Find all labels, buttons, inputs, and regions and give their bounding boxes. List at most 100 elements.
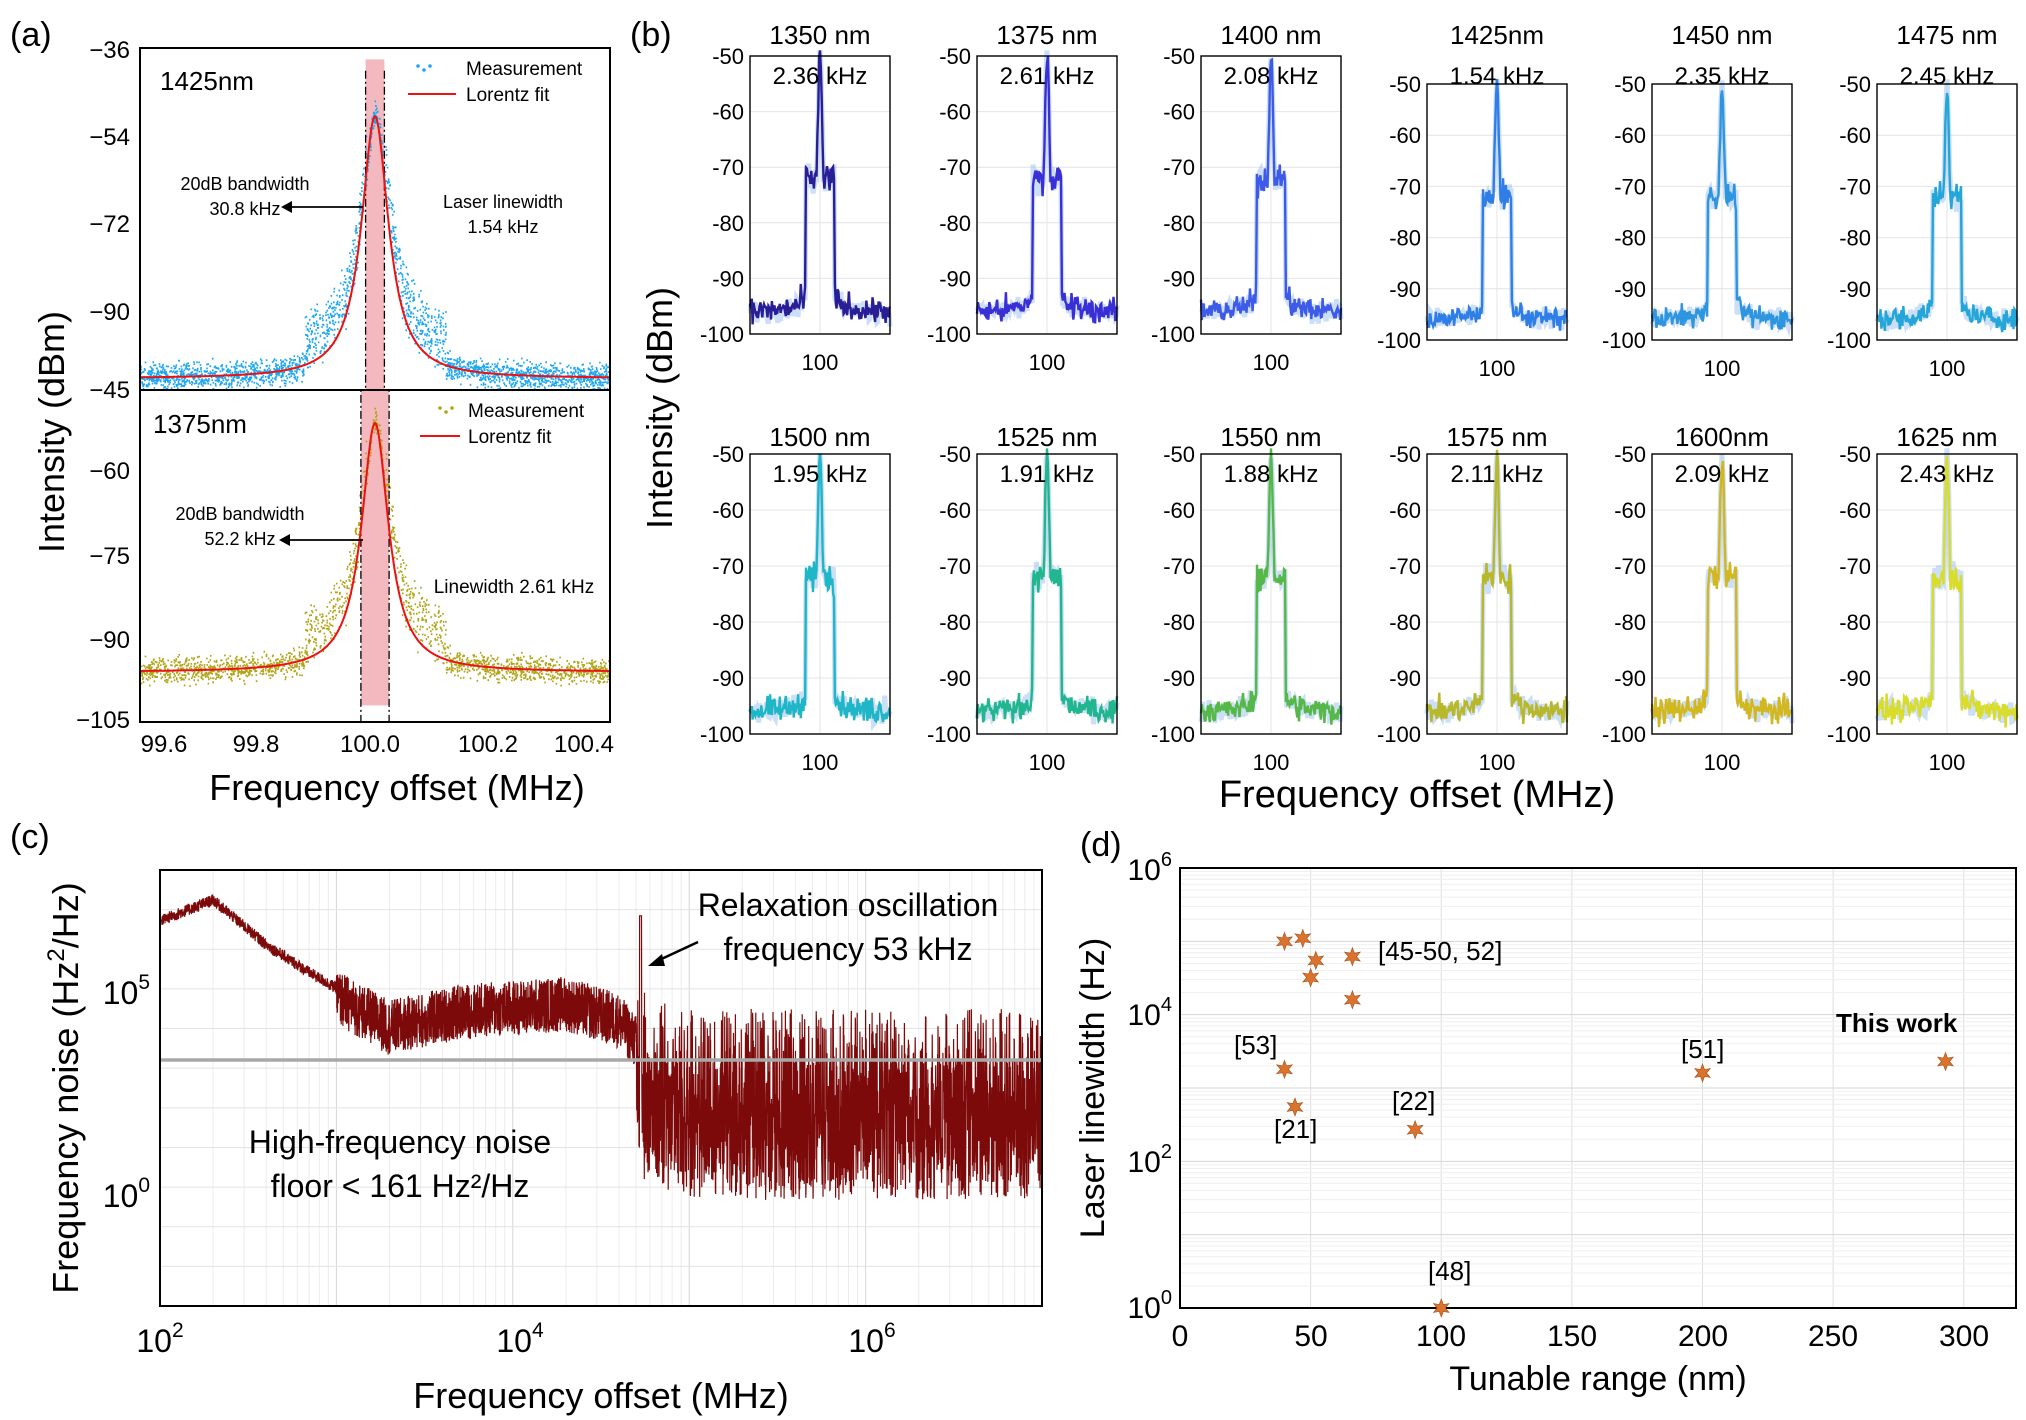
panel-c-xlabel: Frequency offset (MHz) — [413, 1375, 788, 1416]
panel-b-ylabel: Intensity (dBm) — [639, 287, 680, 529]
tick-exp: 5 — [138, 971, 150, 994]
subplot-linewidth: 2.09 kHz — [1675, 461, 1770, 488]
panel-a-xtick: 100.4 — [554, 731, 614, 758]
panel-d-ytick: 100 — [1128, 1287, 1173, 1325]
panel-a-top-bw1: 20dB bandwidth — [180, 174, 309, 194]
subplot-ytick: -60 — [1389, 123, 1421, 148]
panel-d-label: [51] — [1681, 1034, 1724, 1064]
frequency-noise-series — [160, 894, 1042, 1200]
subplot-ytick: -80 — [939, 211, 971, 236]
panel-d-ylabel: Laser linewidth (Hz) — [1074, 938, 1112, 1238]
panel-a-bottom-wavelength: 1375nm — [153, 409, 247, 439]
lorentz-fit-series — [140, 114, 610, 379]
panel-c-floor2: floor < 161 Hz²/Hz — [271, 1168, 530, 1204]
panel-a-bottom-bw2: 52.2 kHz — [204, 529, 275, 549]
spectrum-line — [1425, 78, 1568, 331]
panel-c-ytick: 100 — [103, 1174, 150, 1214]
subplot-ytick: -50 — [1614, 72, 1646, 97]
panel-d-label: [53] — [1234, 1030, 1277, 1060]
subplot-ytick: -80 — [1163, 610, 1195, 635]
panel-c-ylabel-sup: 2 — [43, 948, 70, 961]
panel-a-xtick: 100.0 — [340, 731, 400, 758]
spectrum-line — [1875, 455, 2019, 728]
panel-c-annot1: Relaxation oscillation — [698, 887, 999, 923]
subplot-frame — [976, 55, 1118, 335]
panel-c-ytick: 105 — [103, 971, 150, 1011]
panel-d-ytick: 106 — [1128, 849, 1173, 887]
subplot-ytick: -50 — [939, 44, 971, 69]
subplot-frame — [1200, 453, 1342, 735]
panel-c-frame — [159, 869, 1043, 1307]
spectrum-subplot: -50 -60 -70 -80 -90 -100 100 1600nm 2.09 kHz — [1602, 422, 1795, 775]
panel-a-bottom-ytick: −105 — [76, 707, 130, 734]
panel-c-ylabel-pre: Frequency noise (Hz — [45, 962, 86, 1294]
subplot-ytick: -60 — [1839, 123, 1871, 148]
subplot-ytick: -90 — [1839, 666, 1871, 691]
subplot-ytick: -70 — [1389, 174, 1421, 199]
panel-c-floor1: High-frequency noise — [249, 1124, 551, 1160]
subplot-wavelength: 1525 nm — [996, 422, 1097, 452]
panel-d-label: [21] — [1274, 1114, 1317, 1144]
panel-a-bottom-plot — [140, 390, 610, 722]
spectrum-subplot: -50 -60 -70 -80 -90 -100 100 1450 nm 2.35 kHz — [1602, 20, 1795, 381]
subplot-frame — [976, 453, 1118, 735]
subplot-ytick: -50 — [712, 44, 744, 69]
subplot-frame — [1426, 83, 1568, 341]
subplot-ytick: -70 — [1614, 554, 1646, 579]
spectrum-line — [1199, 448, 1342, 725]
panel-d-xlabel: Tunable range (nm) — [1449, 1360, 1746, 1398]
subplot-ytick: -70 — [1614, 174, 1646, 199]
tick-base: 10 — [103, 975, 139, 1011]
subplot-ytick: -100 — [1602, 722, 1646, 747]
subplot-ytick: -100 — [700, 322, 744, 347]
subplot-ytick: -90 — [1389, 666, 1421, 691]
panel-c-annot-arrow — [648, 940, 699, 966]
scatter-point — [1936, 1051, 1955, 1072]
spectrum-subplot: -50 -60 -70 -80 -90 -100 100 1475 nm 2.45 kHz — [1827, 20, 2020, 381]
subplot-linewidth: 2.11 kHz — [1451, 461, 1544, 488]
panel-c-annot2: frequency 53 kHz — [723, 931, 972, 967]
scatter-point — [1343, 989, 1361, 1010]
subplot-wavelength: 1600nm — [1675, 422, 1769, 452]
subplot-ytick: -70 — [1163, 155, 1195, 180]
panel-d-ytick: 104 — [1128, 994, 1173, 1032]
subplot-linewidth: 1.88 kHz — [1224, 461, 1319, 488]
panel-a-top-ytick: −90 — [89, 299, 130, 326]
subplot-ytick: -100 — [1151, 322, 1195, 347]
tick-base: 10 — [103, 1178, 139, 1214]
subplot-linewidth: 2.08 kHz — [1224, 63, 1319, 90]
panel-d-label: [22] — [1392, 1086, 1435, 1116]
subplot-ytick: -80 — [1839, 610, 1871, 635]
subplot-xtick: 100 — [1929, 750, 1966, 775]
subplot-linewidth: 1.54 kHz — [1450, 63, 1545, 90]
subplot-linewidth: 2.35 kHz — [1675, 63, 1770, 90]
subplot-ytick: -100 — [927, 322, 971, 347]
spectrum-line — [1425, 449, 1569, 725]
tick-base: 10 — [848, 1323, 884, 1359]
measurement-series — [140, 407, 610, 687]
panel-a-bottom-frame — [139, 389, 611, 723]
spectrum-line — [748, 50, 892, 325]
panel-a-top-ytick: −54 — [89, 124, 130, 151]
subplot-wavelength: 1425nm — [1450, 20, 1544, 50]
spectrum-subplot: -50 -60 -70 -80 -90 -100 100 1425nm 1.54 kHz — [1377, 20, 1570, 381]
panel-a-top-wavelength: 1425nm — [160, 66, 254, 96]
spectrum-line — [1650, 90, 1794, 330]
panel-a-xtick: 99.8 — [233, 731, 280, 758]
tick-base: 10 — [496, 1323, 532, 1359]
subplot-ytick: -90 — [712, 266, 744, 291]
tick-exp: 0 — [1161, 1287, 1172, 1309]
tick-base: 10 — [1128, 999, 1161, 1032]
legend-meas-marker — [416, 64, 432, 72]
scatter-point — [1693, 1063, 1712, 1083]
subplot-xtick: 100 — [802, 750, 839, 775]
subplot-ytick: -80 — [1839, 226, 1871, 251]
subplot-ytick: -50 — [939, 442, 971, 467]
panel-a-top-lw2: 1.54 kHz — [467, 217, 538, 237]
panel-c: (c) Frequency noise (Hz2/Hz) Frequency o… — [10, 818, 1043, 1416]
subplot-linewidth: 2.45 kHz — [1900, 63, 1995, 90]
tick-exp: 0 — [138, 1174, 150, 1197]
panel-a-xtick: 99.6 — [141, 731, 188, 758]
subplot-ytick: -60 — [1163, 100, 1195, 125]
